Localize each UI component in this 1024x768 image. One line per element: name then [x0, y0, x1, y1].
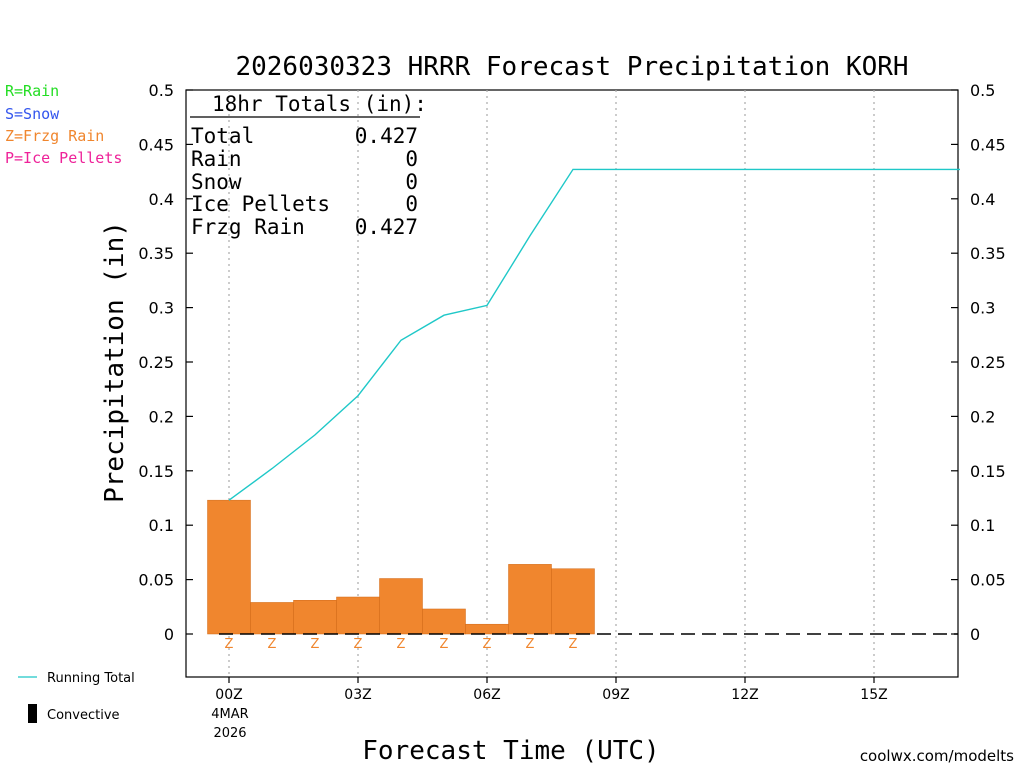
- y-tick-label-left: 0.35: [138, 244, 174, 263]
- ptype-marker: Z: [569, 637, 578, 652]
- y-tick-label-left: 0.25: [138, 353, 174, 372]
- precip-bar: [465, 623, 509, 635]
- y-tick-label-right: 0.3: [970, 299, 995, 318]
- legend-snow: S=Snow: [5, 105, 60, 123]
- chart-title: 2026030323 HRRR Forecast Precipitation K…: [235, 52, 908, 82]
- plot-frame: [185, 89, 959, 678]
- ptype-marker: Z: [268, 637, 277, 652]
- ptype-marker: Z: [526, 637, 535, 652]
- x-tick-label: 03Z: [344, 687, 371, 703]
- running-total-series: [228, 168, 960, 501]
- y-tick-label-right: 0.15: [970, 462, 1006, 481]
- running-total-legend-label: Running Total: [47, 671, 135, 686]
- totals-label-snow: Snow: [191, 170, 242, 194]
- totals-label-total: Total: [191, 124, 254, 148]
- y-tick-label-right: 0.35: [970, 244, 1006, 263]
- y-tick-label-right: 0.45: [970, 135, 1006, 154]
- running-total-line: [228, 168, 960, 501]
- legend-rain: R=Rain: [5, 82, 59, 100]
- date-month: 4MAR: [211, 707, 248, 722]
- precip-bar: [422, 608, 466, 635]
- y-tick-label-left: 0.15: [138, 462, 174, 481]
- y-tick-label-left: 0.2: [149, 407, 174, 426]
- convective-legend-label: Convective: [47, 708, 120, 723]
- x-axis-label: Forecast Time (UTC): [362, 736, 659, 766]
- y-tick-label-left: 0.05: [138, 571, 174, 590]
- totals-value-frzg-rain: 0.427: [355, 215, 418, 239]
- precip-bar: [207, 499, 251, 635]
- hourly-precip-bars: [207, 499, 595, 635]
- y-tick-label-right: 0.25: [970, 353, 1006, 372]
- convective-swatch: [28, 704, 37, 723]
- x-tick-label: 00Z: [215, 687, 242, 703]
- ptype-marker: Z: [483, 637, 492, 652]
- legend-ice-pellets: P=Ice Pellets: [5, 149, 122, 167]
- precip-bar: [250, 602, 294, 635]
- totals-value-ice-pellets: 0: [405, 192, 418, 216]
- credit-text: coolwx.com/modelts: [860, 747, 1014, 765]
- ptype-marker: Z: [311, 637, 320, 652]
- ptype-legend: R=Rain S=Snow Z=Frzg Rain P=Ice Pellets: [5, 82, 122, 167]
- totals-value-rain: 0: [405, 147, 418, 171]
- ptype-marker: Z: [397, 637, 406, 652]
- precip-bar: [551, 568, 595, 635]
- precip-bar: [336, 596, 380, 635]
- y-tick-label-left: 0: [164, 625, 174, 644]
- y-tick-label-right: 0.1: [970, 516, 995, 535]
- ptype-marker: Z: [354, 637, 363, 652]
- y-tick-label-left: 0.1: [149, 516, 174, 535]
- precip-bar: [508, 564, 552, 635]
- x-tick-label: 12Z: [731, 687, 758, 703]
- series-legend: Running Total Convective: [18, 671, 135, 723]
- y-tick-label-left: 0.3: [149, 299, 174, 318]
- y-tick-label-left: 0.45: [138, 135, 174, 154]
- x-tick-label: 06Z: [473, 687, 500, 703]
- totals-value-total: 0.427: [355, 124, 418, 148]
- totals-label-ice-pellets: Ice Pellets: [191, 192, 330, 216]
- totals-label-rain: Rain: [191, 147, 242, 171]
- x-tick-label: 15Z: [860, 687, 887, 703]
- totals-header: 18hr Totals (in):: [212, 92, 427, 116]
- x-axis: 00Z 03Z 06Z 09Z 12Z 15Z: [215, 677, 888, 703]
- legend-frzg-rain: Z=Frzg Rain: [5, 127, 104, 145]
- y-axis-right: 0 0.05 0.1 0.15 0.2 0.25 0.3 0.35 0.4 0.45 0.5: [951, 81, 1006, 644]
- totals-box: 18hr Totals (in): Total 0.427 Rain 0 Sno…: [190, 92, 427, 239]
- x-tick-label: 09Z: [602, 687, 629, 703]
- ptype-marker: Z: [225, 637, 234, 652]
- y-tick-label-right: 0.2: [970, 407, 995, 426]
- ptype-marker: Z: [440, 637, 449, 652]
- y-tick-label-right: 0.5: [970, 81, 995, 100]
- y-tick-label-right: 0: [970, 625, 980, 644]
- precip-bar: [293, 600, 337, 635]
- y-tick-label-left: 0.4: [149, 190, 174, 209]
- vertical-gridlines: [228, 90, 875, 677]
- y-tick-label-right: 0.4: [970, 190, 995, 209]
- y-tick-label-left: 0.5: [149, 81, 174, 100]
- y-axis-label: Precipitation (in): [100, 221, 130, 503]
- totals-value-snow: 0: [405, 170, 418, 194]
- y-axis-left: 0 0.05 0.1 0.15 0.2 0.25 0.3 0.35 0.4 0.45 0.5: [138, 81, 193, 644]
- totals-label-frzg-rain: Frzg Rain: [191, 215, 305, 239]
- date-year: 2026: [213, 726, 246, 741]
- precip-bar: [379, 578, 423, 635]
- y-tick-label-right: 0.05: [970, 571, 1006, 590]
